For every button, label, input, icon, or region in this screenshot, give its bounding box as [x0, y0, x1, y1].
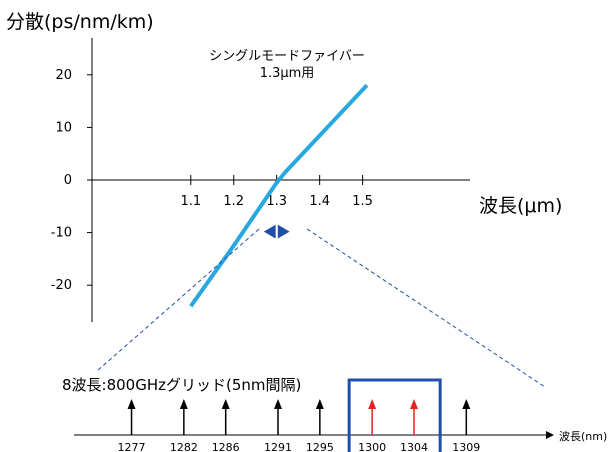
channel-arrow-head	[315, 399, 324, 409]
grid-title: 8波長:800GHzグリッド(5nm間隔)	[62, 376, 301, 394]
x-tick-label: 1.4	[309, 194, 330, 209]
channel-label: 1282	[170, 441, 198, 452]
wavelength-axis-label: 波長(nm)	[559, 430, 607, 443]
y-tick-label: 20	[55, 68, 72, 83]
y-axis-label: 分散(ps/nm/km)	[6, 11, 154, 33]
y-ticks: 20 10 0 -10 -20	[51, 68, 92, 293]
dispersion-line	[189, 83, 369, 308]
zoom-line-left	[96, 228, 260, 372]
channel-label: 1300	[358, 441, 386, 452]
channel-arrow-head	[179, 399, 188, 409]
series-group	[189, 83, 369, 308]
channel-label: 1304	[400, 441, 428, 452]
channel-label: 1277	[118, 441, 146, 452]
wavelength-grid-chart: 8波長:800GHzグリッド(5nm間隔) 波長(nm) 1277 1282 128…	[62, 376, 607, 452]
y-tick-label: -20	[51, 278, 72, 293]
channel-arrow-head	[462, 399, 471, 409]
channel-label: 1309	[452, 441, 480, 452]
range-arrow-left	[263, 224, 276, 239]
channels: 1277 1282 1286 1291 1295 1300 1304 1309	[118, 399, 480, 452]
dispersion-chart: 分散(ps/nm/km) 20 10 0 -10 -20 1.1 1.2 1.3 1.4 1.5…	[6, 11, 562, 322]
y-tick-label: -10	[51, 226, 72, 241]
x-tick-label: 1.5	[352, 194, 373, 209]
channel-label: 1286	[212, 441, 240, 452]
y-tick-label: 10	[55, 120, 72, 135]
fiber-annotation-line2: 1.3μm用	[260, 66, 315, 81]
selected-channel-box	[347, 378, 442, 452]
channel-arrow-head	[274, 399, 282, 409]
zoom-line-right	[306, 228, 546, 388]
channel-label: 1295	[306, 441, 334, 452]
channel-label: 1291	[264, 441, 292, 452]
y-tick-label: 0	[64, 173, 72, 188]
x-tick-label: 1.3	[266, 194, 287, 209]
channel-arrow-head	[410, 399, 418, 409]
x-ticks: 1.1 1.2 1.3 1.4 1.5	[180, 175, 373, 209]
channel-arrow-head	[127, 399, 136, 409]
x-tick-label: 1.1	[180, 194, 201, 209]
x-axis-label: 波長(μm)	[479, 195, 562, 217]
range-arrow-right	[277, 224, 290, 239]
wavelength-range-marker	[263, 224, 290, 239]
x-tick-label: 1.2	[223, 194, 244, 209]
channel-arrow-head	[368, 399, 377, 409]
fiber-annotation-line1: シングルモードファイバー	[209, 49, 365, 64]
channel-arrow-head	[221, 399, 230, 409]
